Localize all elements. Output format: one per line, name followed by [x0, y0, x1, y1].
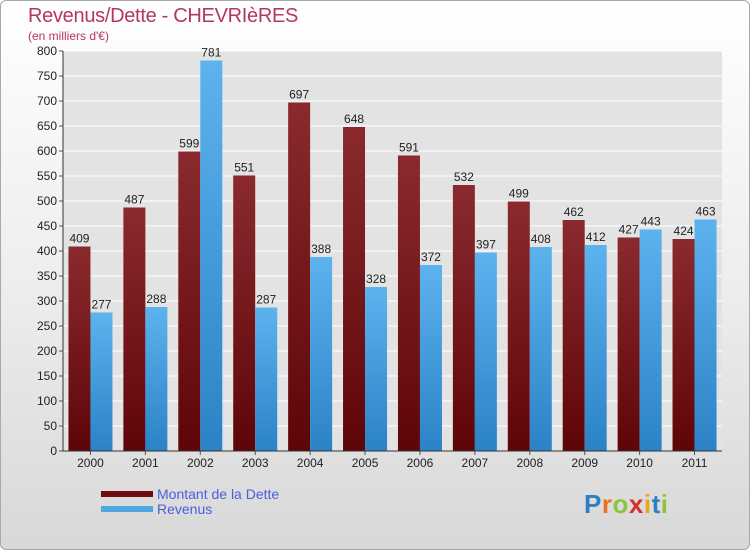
revenus-value-label: 781 — [201, 46, 221, 60]
x-tick-label: 2003 — [242, 456, 269, 470]
x-tick-label: 2011 — [682, 456, 708, 470]
y-tick-label: 600 — [37, 144, 57, 158]
logo-letter: P — [584, 489, 602, 519]
dette-bar — [672, 239, 695, 451]
y-tick-label: 400 — [37, 244, 57, 258]
dette-value-label: 697 — [289, 88, 309, 102]
logo-letter: t — [651, 489, 661, 519]
dette-value-label: 599 — [179, 137, 199, 151]
x-tick-label: 2008 — [516, 456, 543, 470]
y-tick-label: 100 — [37, 394, 57, 408]
revenus-value-label: 328 — [366, 272, 386, 286]
y-tick-label: 350 — [37, 269, 57, 283]
dette-value-label: 462 — [564, 205, 584, 219]
revenus-bar — [255, 307, 278, 451]
revenus-value-label: 277 — [91, 298, 111, 312]
legend-label: Montant de la Dette — [157, 486, 280, 502]
dette-value-label: 424 — [674, 224, 694, 238]
x-tick-label: 2000 — [77, 456, 104, 470]
revenus-value-label: 288 — [146, 292, 166, 306]
revenus-bar — [145, 307, 168, 451]
revenus-bar — [365, 287, 388, 451]
y-tick-label: 50 — [44, 419, 58, 433]
x-tick-label: 2004 — [297, 456, 324, 470]
dette-value-label: 499 — [509, 187, 529, 201]
dette-bar — [123, 207, 146, 451]
revenus-value-label: 372 — [421, 250, 441, 264]
y-tick-label: 250 — [37, 319, 57, 333]
revenus-bar — [310, 257, 333, 451]
legend-swatch — [101, 506, 153, 512]
dette-value-label: 427 — [619, 223, 639, 237]
logo-letter: i — [660, 489, 669, 519]
revenus-bar — [529, 247, 552, 451]
x-tick-label: 2009 — [571, 456, 598, 470]
dette-value-label: 409 — [69, 232, 89, 246]
proxiti-logo: Proxiti — [584, 489, 668, 520]
dette-value-label: 591 — [399, 141, 419, 155]
y-tick-label: 200 — [37, 344, 57, 358]
x-tick-label: 2007 — [462, 456, 489, 470]
x-tick-label: 2010 — [626, 456, 653, 470]
dette-bar — [397, 155, 420, 451]
revenus-value-label: 408 — [531, 232, 551, 246]
dette-bar — [68, 246, 91, 451]
y-tick-label: 750 — [37, 69, 57, 83]
y-tick-label: 650 — [37, 119, 57, 133]
legend-swatch — [101, 491, 153, 497]
x-tick-label: 2002 — [187, 456, 214, 470]
revenus-value-label: 412 — [586, 230, 606, 244]
logo-letter: r — [601, 489, 613, 519]
y-tick-label: 800 — [37, 44, 57, 58]
revenus-value-label: 443 — [641, 215, 661, 229]
dette-value-label: 487 — [124, 193, 144, 207]
revenus-bar — [474, 252, 497, 451]
logo-letter: o — [612, 489, 629, 519]
revenus-value-label: 388 — [311, 242, 331, 256]
y-tick-label: 700 — [37, 94, 57, 108]
x-tick-label: 2001 — [132, 456, 159, 470]
dette-bar — [178, 151, 201, 451]
revenus-value-label: 287 — [256, 293, 276, 307]
dette-bar — [452, 185, 475, 451]
revenus-bar — [419, 265, 442, 451]
revenus-bar — [694, 219, 717, 451]
dette-bar — [562, 220, 585, 451]
chart-title: Revenus/Dette - CHEVRIèRES — [28, 5, 299, 27]
revenus-bar — [90, 312, 113, 451]
dette-bar — [233, 175, 256, 451]
legend-label: Revenus — [157, 501, 213, 517]
revenus-value-label: 463 — [696, 205, 716, 219]
y-tick-label: 150 — [37, 369, 57, 383]
revenus-value-label: 397 — [476, 238, 496, 252]
y-tick-label: 450 — [37, 219, 57, 233]
revenus-bar — [584, 245, 607, 451]
dette-value-label: 551 — [234, 161, 254, 175]
logo-letter: x — [628, 489, 644, 519]
x-tick-label: 2005 — [352, 456, 379, 470]
y-tick-label: 500 — [37, 194, 57, 208]
y-tick-label: 550 — [37, 169, 57, 183]
dette-bar — [507, 201, 530, 451]
dette-value-label: 648 — [344, 112, 364, 126]
revenus-bar — [200, 60, 223, 451]
x-tick-label: 2006 — [407, 456, 434, 470]
dette-bar — [617, 237, 640, 451]
dette-bar — [343, 127, 366, 451]
dette-value-label: 532 — [454, 170, 474, 184]
revenus-bar — [639, 229, 662, 451]
dette-bar — [288, 102, 311, 451]
y-tick-label: 300 — [37, 294, 57, 308]
y-tick-label: 0 — [50, 444, 57, 458]
chart-subtitle: (en milliers d'€) — [28, 29, 109, 43]
logo-letter: i — [643, 489, 652, 519]
